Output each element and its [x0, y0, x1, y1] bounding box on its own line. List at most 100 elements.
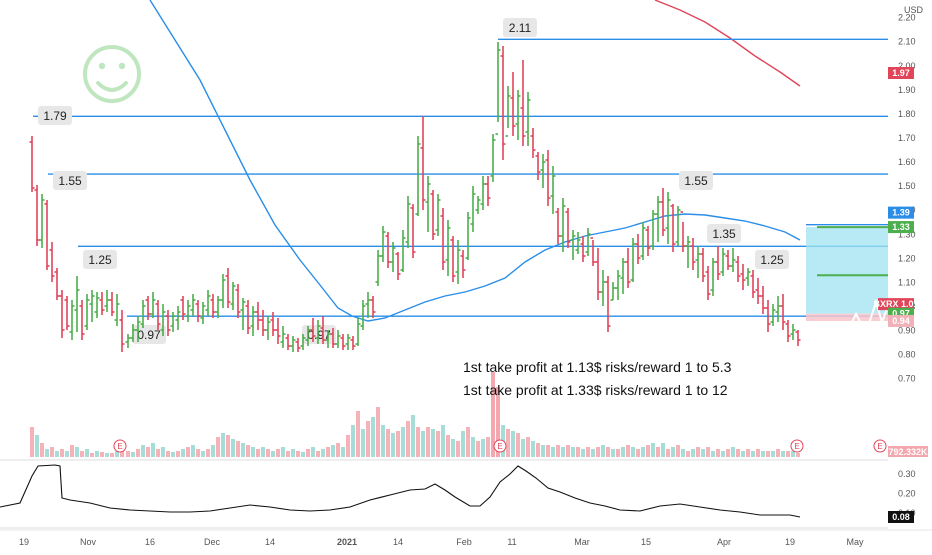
volume-bar [631, 447, 635, 457]
volume-bar [446, 435, 450, 457]
ohlc-bar [200, 302, 206, 324]
smiley-face [83, 45, 141, 103]
volume-bar [481, 439, 485, 457]
volume-bar [251, 447, 255, 457]
ohlc-bar [710, 258, 716, 296]
price-axis[interactable]: 2.202.102.001.901.801.701.601.501.401.30… [873, 13, 928, 457]
volume-tag-label: 792.332K [888, 447, 928, 457]
volume-bar [186, 447, 190, 457]
ohlc-bar [29, 136, 35, 192]
volume-bar [336, 443, 340, 457]
ohlc-bar [790, 324, 796, 340]
volume-bar [626, 445, 630, 457]
support-resistance-levels[interactable]: 2.111.791.551.351.250.971.551.250.97 [33, 18, 888, 344]
volume-bar [80, 451, 84, 457]
volume-bar [466, 427, 470, 457]
volume-bar [306, 449, 310, 457]
ohlc-bar [690, 238, 696, 270]
price-tag-label: 1.39 [892, 208, 910, 218]
smiley-mouth [96, 81, 128, 92]
volume-bar [65, 451, 69, 457]
volume-bar [60, 449, 64, 457]
volume-bar [511, 431, 515, 457]
ohlc-bar [760, 286, 766, 314]
ohlc-bar [605, 276, 611, 332]
ohlc-bar [280, 326, 286, 348]
price-tag: 1.39 [888, 206, 914, 219]
earnings-marker[interactable] [873, 439, 887, 453]
volume-bar [70, 445, 74, 457]
volume-bar [311, 447, 315, 457]
ohlc-bar [535, 152, 541, 180]
volume-bar [221, 433, 225, 457]
volume-bar [526, 437, 530, 457]
time-tick-label: Apr [717, 537, 731, 547]
volume-bar [421, 431, 425, 457]
risk-zone[interactable] [806, 313, 888, 321]
volume-bar [346, 435, 350, 457]
earnings-marker[interactable] [493, 439, 507, 453]
volume-bar [276, 449, 280, 457]
volume-bar [236, 441, 240, 457]
volume-bar [796, 453, 800, 457]
volume-bar [30, 427, 34, 457]
volume-bar [441, 425, 445, 457]
volume-bar [136, 449, 140, 457]
ohlc-bar [265, 316, 271, 340]
ohlc-bar [49, 242, 55, 282]
volume-bar [226, 435, 230, 457]
level-label-box [755, 250, 789, 269]
volume-bar [286, 451, 290, 457]
volume-bar [291, 449, 295, 457]
volume-bar [231, 439, 235, 457]
ohlc-bar [500, 46, 506, 160]
smiley-eye [118, 62, 126, 70]
ohlc-bar [785, 320, 791, 342]
volume-bar [776, 449, 780, 457]
ohlc-bar [340, 334, 346, 350]
volume-bar [141, 445, 145, 457]
volume-bar [566, 445, 570, 457]
volume-bar [561, 447, 565, 457]
volume-bar [696, 447, 700, 457]
ohlc-bar [345, 334, 351, 350]
ohlc-bar [180, 296, 186, 320]
ohlc-bar [114, 294, 120, 326]
volume-bar [416, 427, 420, 457]
volume-bar [436, 431, 440, 457]
volume-bar [271, 451, 275, 457]
volume-bar [131, 452, 135, 457]
volume-bar [401, 427, 405, 457]
level-label: 0.97 [137, 328, 161, 342]
ohlc-bar [230, 282, 236, 310]
ohlc-bar [190, 294, 196, 316]
volume-bar [486, 437, 490, 457]
ohlc-bar [150, 292, 156, 318]
volume-bar [201, 451, 205, 457]
ohlc-bar [310, 318, 316, 342]
volume-bar [656, 447, 660, 457]
time-axis[interactable]: 19 Nov 16 Dec 14 2021 14 Feb 11 Mar 15 Apr 19 May [0, 529, 932, 547]
ohlc-bar [215, 296, 221, 318]
ohlc-bar [725, 250, 731, 270]
ohlc-bar [560, 198, 566, 252]
volume-bar [151, 443, 155, 457]
ohlc-bar [74, 276, 80, 332]
ohlc-bar [730, 248, 736, 272]
earnings-marker[interactable] [790, 439, 804, 453]
long-position-tool[interactable] [806, 226, 891, 357]
volume-bar [706, 447, 710, 457]
volume-bar [191, 445, 195, 457]
volume-bar [206, 449, 210, 457]
time-tick-label: Dec [204, 537, 221, 547]
volume-bar [246, 445, 250, 457]
profit-zone[interactable] [806, 227, 888, 314]
ohlc-bar [330, 328, 336, 348]
volume-bar [381, 425, 385, 457]
volume-bar [456, 441, 460, 457]
earnings-marker[interactable] [113, 439, 127, 453]
oscillator-pane: 0.300.200.100.08 [0, 459, 916, 529]
